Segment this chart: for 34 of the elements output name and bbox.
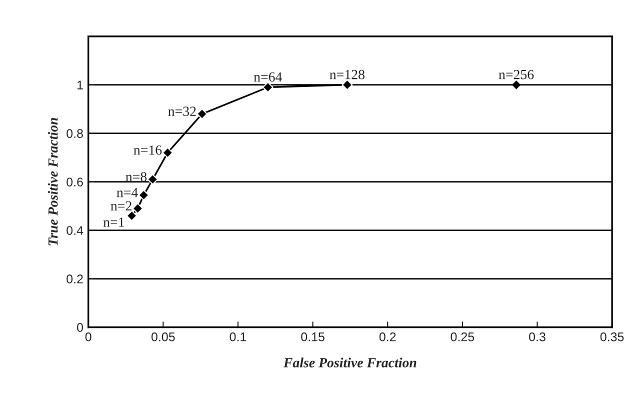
- y-tick-label: 0.8: [66, 129, 83, 138]
- annotation: n=4: [116, 188, 138, 198]
- x-tick-label: 0.25: [450, 332, 474, 342]
- annotation: n=32: [168, 106, 196, 116]
- x-tick-label: 0.2: [379, 332, 396, 342]
- x-tick-label: 0.05: [151, 332, 175, 342]
- annotation: n=16: [134, 145, 162, 155]
- annotation: n=2: [110, 201, 132, 210]
- y-tick-label: 0.2: [66, 274, 83, 284]
- x-tick-label: 0.15: [301, 332, 324, 342]
- x-tick-label: 0.1: [230, 332, 246, 342]
- x-tick-label: 0: [85, 332, 92, 342]
- y-tick-label: 1: [77, 80, 83, 90]
- annotation: n=128: [330, 70, 364, 80]
- annotation: n=256: [498, 70, 534, 80]
- point: [126, 210, 138, 222]
- point: [147, 174, 158, 185]
- y-tick-label: 0: [77, 323, 83, 332]
- annotation: n=1: [103, 218, 124, 227]
- x-axis-title: False Positive Fraction: [283, 358, 416, 368]
- point: [262, 82, 274, 93]
- point: [132, 203, 144, 214]
- y-tick-label: 0.4: [66, 226, 84, 235]
- annotation: n=64: [254, 72, 282, 82]
- y-tick-label: 0.6: [66, 178, 83, 186]
- point: [138, 190, 150, 201]
- x-tick-label: 0.3: [529, 332, 546, 342]
- point: [196, 108, 208, 120]
- point: [512, 80, 521, 90]
- annotation: n=8: [126, 172, 147, 182]
- y-axis-title: True Positive Fraction: [48, 118, 58, 246]
- point: [342, 79, 353, 90]
- x-tick-label: 0.35: [600, 332, 624, 342]
- point: [162, 147, 174, 158]
